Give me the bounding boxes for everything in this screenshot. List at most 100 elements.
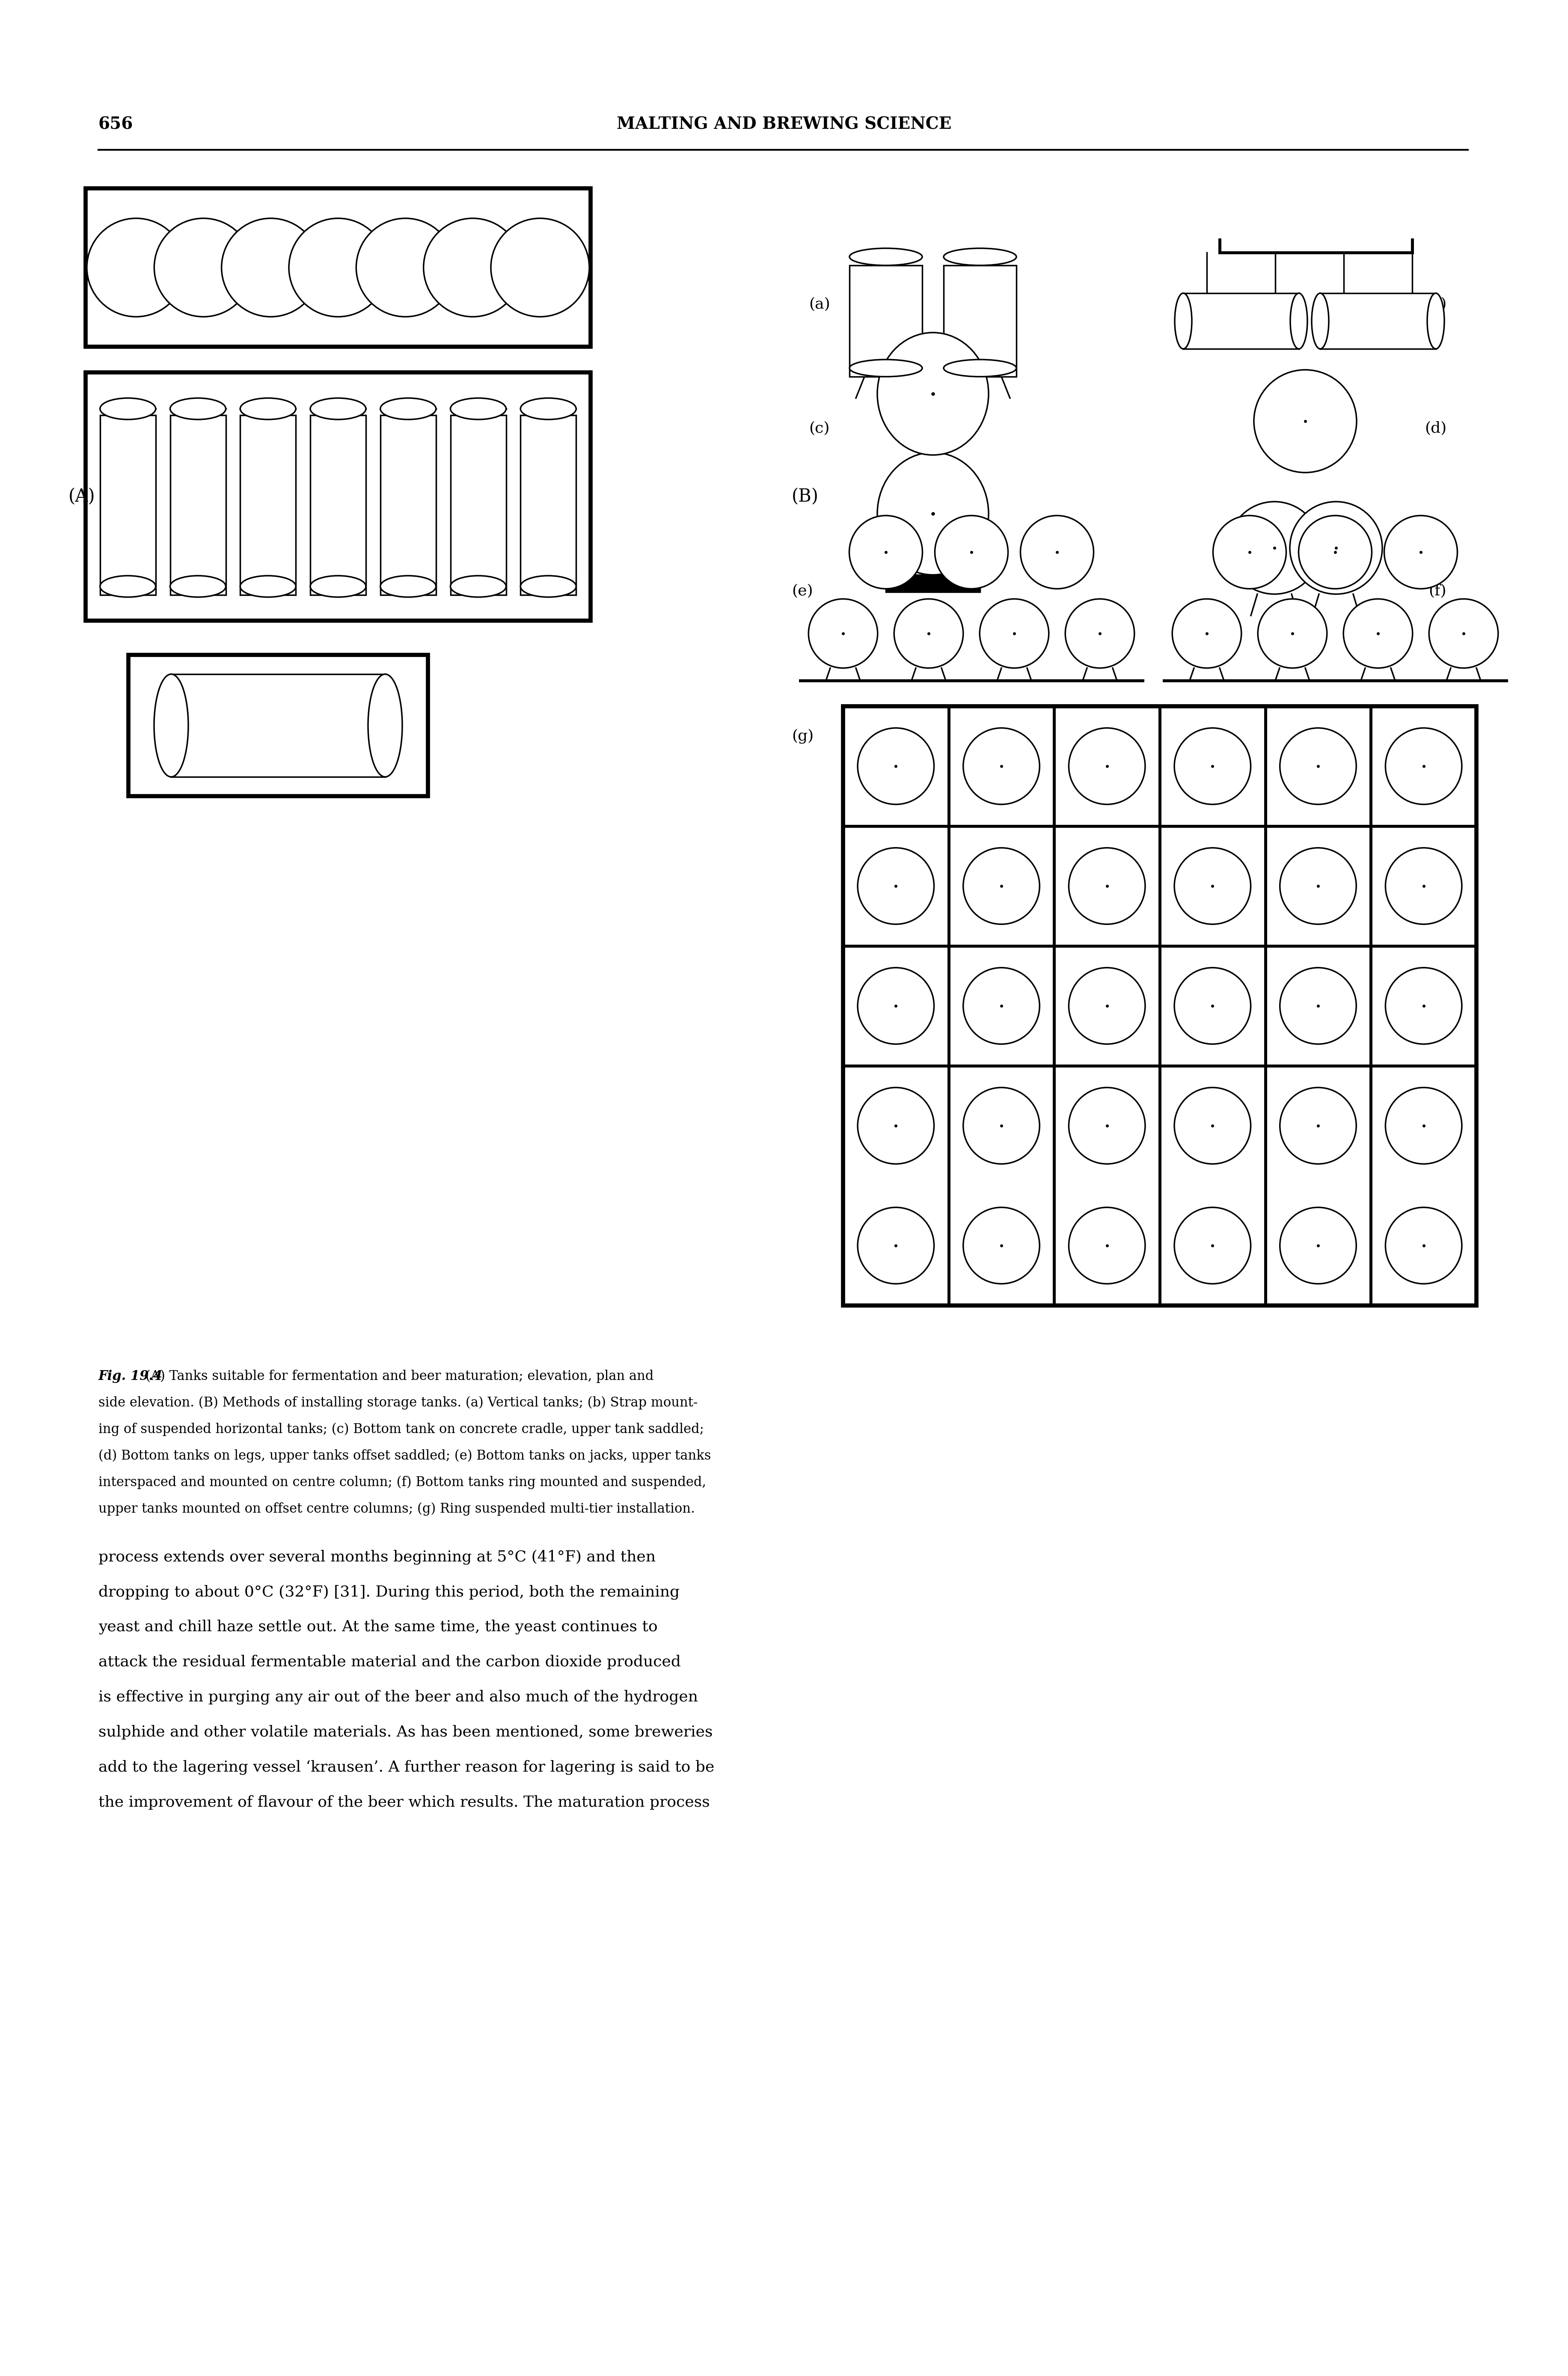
Ellipse shape: [809, 599, 878, 668]
Text: yeast and chill haze settle out. At the same time, the yeast continues to: yeast and chill haze settle out. At the …: [99, 1620, 657, 1635]
Bar: [844, 706, 1477, 1304]
Text: ing of suspended horizontal tanks; (c) Bottom tank on concrete cradle, upper tan: ing of suspended horizontal tanks; (c) B…: [99, 1423, 704, 1435]
Circle shape: [356, 219, 455, 316]
Ellipse shape: [100, 575, 155, 596]
Ellipse shape: [381, 575, 436, 596]
Text: (e): (e): [792, 584, 812, 599]
Text: (f): (f): [1428, 584, 1446, 599]
Ellipse shape: [877, 451, 988, 575]
Ellipse shape: [100, 399, 155, 421]
Ellipse shape: [963, 1088, 1040, 1164]
Ellipse shape: [1228, 501, 1320, 594]
Ellipse shape: [858, 1088, 935, 1164]
Text: (a): (a): [809, 297, 829, 311]
Ellipse shape: [1069, 967, 1145, 1043]
Bar: [1184, 292, 1298, 349]
Ellipse shape: [169, 575, 226, 596]
Circle shape: [423, 219, 522, 316]
Ellipse shape: [450, 399, 506, 421]
Bar: [129, 656, 428, 796]
Bar: [450, 416, 506, 594]
Ellipse shape: [1021, 516, 1093, 589]
Ellipse shape: [1069, 727, 1145, 805]
Ellipse shape: [850, 516, 922, 589]
Text: upper tanks mounted on offset centre columns; (g) Ring suspended multi-tier inst: upper tanks mounted on offset centre col…: [99, 1502, 695, 1516]
Ellipse shape: [944, 247, 1016, 266]
Text: (b): (b): [1424, 297, 1446, 311]
Ellipse shape: [240, 399, 296, 421]
Ellipse shape: [1173, 599, 1242, 668]
Ellipse shape: [310, 575, 365, 596]
Text: side elevation. (B) Methods of installing storage tanks. (a) Vertical tanks; (b): side elevation. (B) Methods of installin…: [99, 1397, 698, 1409]
Ellipse shape: [240, 575, 296, 596]
Ellipse shape: [1385, 516, 1457, 589]
Bar: [169, 416, 226, 594]
Text: (g): (g): [792, 729, 814, 744]
Ellipse shape: [1279, 967, 1356, 1043]
Text: Fig. 19.4: Fig. 19.4: [99, 1369, 168, 1383]
Text: (A): (A): [69, 487, 96, 506]
Ellipse shape: [154, 675, 188, 777]
Ellipse shape: [1279, 727, 1356, 805]
Ellipse shape: [1174, 292, 1192, 349]
Ellipse shape: [858, 1207, 935, 1283]
Ellipse shape: [1290, 292, 1308, 349]
Ellipse shape: [1344, 599, 1413, 668]
Ellipse shape: [1312, 292, 1328, 349]
Ellipse shape: [1279, 848, 1356, 924]
Ellipse shape: [1174, 848, 1251, 924]
Ellipse shape: [944, 359, 1016, 378]
Text: dropping to about 0°C (32°F) [31]. During this period, both the remaining: dropping to about 0°C (32°F) [31]. Durin…: [99, 1585, 679, 1599]
Ellipse shape: [1065, 599, 1134, 668]
Text: MALTING AND BREWING SCIENCE: MALTING AND BREWING SCIENCE: [616, 116, 952, 133]
Bar: [171, 675, 386, 777]
Ellipse shape: [1069, 1088, 1145, 1164]
Text: sulphide and other volatile materials. As has been mentioned, some breweries: sulphide and other volatile materials. A…: [99, 1725, 713, 1739]
Ellipse shape: [935, 516, 1008, 589]
Circle shape: [154, 219, 252, 316]
Bar: [86, 373, 591, 620]
Ellipse shape: [1214, 516, 1286, 589]
Ellipse shape: [980, 599, 1049, 668]
Text: attack the residual fermentable material and the carbon dioxide produced: attack the residual fermentable material…: [99, 1654, 681, 1670]
Ellipse shape: [169, 399, 226, 421]
Ellipse shape: [850, 359, 922, 378]
Ellipse shape: [1428, 599, 1497, 668]
Text: 656: 656: [99, 116, 133, 133]
Ellipse shape: [521, 575, 575, 596]
Bar: [1320, 292, 1436, 349]
Ellipse shape: [1174, 1088, 1251, 1164]
Text: (d): (d): [1425, 421, 1446, 435]
Bar: [100, 416, 155, 594]
Ellipse shape: [858, 848, 935, 924]
Text: (c): (c): [809, 421, 829, 435]
Bar: [850, 266, 922, 378]
Ellipse shape: [850, 247, 922, 266]
Text: (B): (B): [792, 487, 818, 506]
Bar: [886, 575, 980, 592]
Ellipse shape: [1386, 967, 1461, 1043]
Bar: [86, 188, 591, 347]
Ellipse shape: [310, 399, 365, 421]
Circle shape: [86, 219, 185, 316]
Text: is effective in purging any air out of the beer and also much of the hydrogen: is effective in purging any air out of t…: [99, 1689, 698, 1704]
Bar: [381, 416, 436, 594]
Ellipse shape: [1386, 848, 1461, 924]
Ellipse shape: [877, 333, 988, 454]
Ellipse shape: [1069, 1207, 1145, 1283]
Ellipse shape: [858, 727, 935, 805]
Ellipse shape: [1298, 516, 1372, 589]
Ellipse shape: [1386, 727, 1461, 805]
Bar: [521, 416, 575, 594]
Bar: [240, 416, 296, 594]
Ellipse shape: [368, 675, 403, 777]
Ellipse shape: [858, 967, 935, 1043]
Text: (d) Bottom tanks on legs, upper tanks offset saddled; (e) Bottom tanks on jacks,: (d) Bottom tanks on legs, upper tanks of…: [99, 1449, 710, 1464]
Ellipse shape: [1386, 1088, 1461, 1164]
Text: interspaced and mounted on centre column; (f) Bottom tanks ring mounted and susp: interspaced and mounted on centre column…: [99, 1475, 706, 1490]
Ellipse shape: [963, 727, 1040, 805]
Ellipse shape: [1174, 1207, 1251, 1283]
Ellipse shape: [1258, 599, 1327, 668]
Circle shape: [491, 219, 590, 316]
Ellipse shape: [963, 967, 1040, 1043]
